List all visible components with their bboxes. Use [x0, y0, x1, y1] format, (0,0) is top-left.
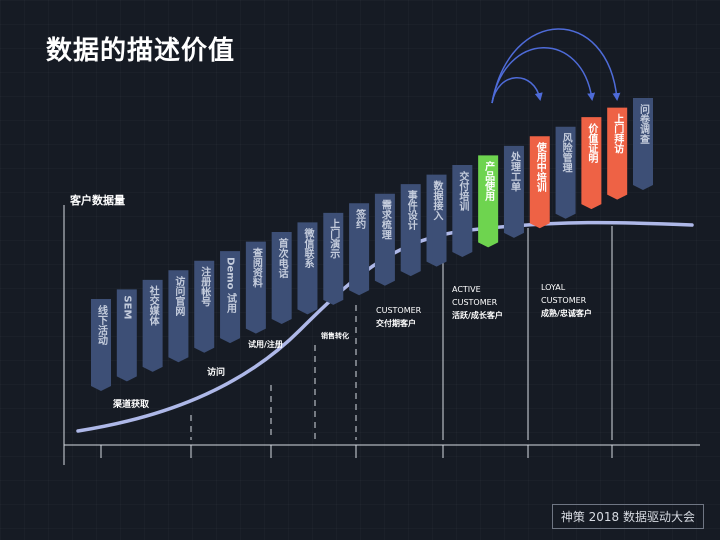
step-tags: 线下活动 SEM 社交媒体 访问官网 注册帐号 Demo 试用 查阅资料 首次电话 微信联系 上门…	[91, 98, 653, 391]
step-tag-label: 微信联系	[302, 227, 315, 269]
step-tag-label: Demo 试用	[225, 257, 238, 314]
step-tag-shape	[297, 222, 318, 315]
step-tag-first-call: 首次电话	[271, 232, 292, 324]
step-tag-shape	[194, 260, 215, 353]
step-tag-label: 注册帐号	[199, 266, 211, 308]
svg-text:LOYAL: LOYAL	[541, 283, 566, 292]
step-tag-ticket-handling: 处理工单	[503, 145, 524, 238]
step-tag-shape	[142, 279, 163, 372]
step-tag-shape	[503, 145, 524, 238]
step-tag-in-use-training: 使用中培训	[529, 136, 550, 229]
step-tag-offline-event: 线下活动	[91, 299, 111, 391]
stage-separators	[190, 226, 613, 440]
step-tag-label: 签约	[354, 208, 367, 230]
step-tag-label: 问卷调查	[638, 103, 651, 144]
step-tag-risk-management: 风险管理	[555, 126, 576, 219]
step-tag-sem: SEM	[116, 289, 137, 382]
step-tag-shape	[607, 107, 628, 200]
step-tag-shape	[400, 184, 421, 277]
step-tag-social-media: 社交媒体	[142, 279, 163, 372]
step-tag-onsite-visit: 上门拜访	[607, 107, 628, 200]
step-tag-demo-trial: Demo 试用	[220, 251, 241, 344]
step-tag-label: 使用中培训	[534, 141, 547, 193]
step-tag-shape	[245, 241, 266, 334]
svg-text:ACTIVE: ACTIVE	[452, 285, 481, 294]
step-tag-shape	[91, 299, 111, 391]
step-tag-label: SEM	[121, 295, 132, 319]
step-tag-visit-website: 访问官网	[168, 270, 189, 363]
svg-text:交付期客户: 交付期客户	[376, 318, 416, 328]
step-tag-wechat-contact: 微信联系	[297, 222, 318, 315]
y-axis-label: 客户数据量	[69, 193, 125, 207]
step-tag-view-materials: 查阅资料	[245, 241, 266, 334]
step-tag-shape	[349, 203, 370, 296]
step-tag-shape	[478, 155, 499, 248]
step-tag-data-integration: 数据接入	[426, 174, 447, 267]
step-tag-label: 上门演示	[328, 218, 340, 260]
step-tag-requirement-review: 需求梳理	[374, 193, 395, 286]
svg-text:CUSTOMER: CUSTOMER	[452, 298, 498, 307]
step-tag-delivery-training: 交付培训	[452, 165, 473, 257]
step-tag-label: 产品使用	[483, 160, 496, 202]
step-tag-register-account: 注册帐号	[194, 260, 215, 353]
arrow-to-onsite-visit	[491, 28, 621, 104]
step-tag-label: 上门拜访	[612, 112, 624, 154]
step-tag-label: 线下活动	[96, 304, 108, 346]
stage-label-conversion: 销售转化	[320, 331, 349, 340]
step-tag-label: 事件设计	[405, 189, 417, 231]
step-tag-product-usage: 产品使用	[478, 155, 499, 248]
stage-label-customer: CUSTOMER 交付期客户	[376, 306, 422, 328]
stage-label-loyal: LOYAL CUSTOMER 成熟/忠诚客户	[541, 283, 592, 318]
step-tag-shape	[374, 193, 395, 286]
step-tag-shape	[168, 270, 189, 363]
stage-label-channel: 渠道获取	[112, 398, 150, 410]
step-tag-shape	[220, 251, 241, 344]
step-tag-label: 交付培训	[457, 170, 469, 212]
step-tag-shape	[529, 136, 550, 229]
step-tag-label: 处理工单	[508, 151, 521, 193]
step-tag-label: 数据接入	[431, 179, 443, 221]
step-tag-shape	[116, 289, 137, 382]
svg-text:CUSTOMER: CUSTOMER	[376, 306, 422, 315]
step-tag-shape	[271, 232, 292, 324]
feedback-arrows	[491, 28, 621, 104]
step-tag-event-design: 事件设计	[400, 184, 421, 277]
step-tag-shape	[323, 212, 344, 305]
stage-label-active: ACTIVE CUSTOMER 活跃/成长客户	[452, 285, 503, 320]
step-tag-shape	[633, 98, 653, 190]
stage-label-trial: 试用/注册	[248, 339, 283, 349]
svg-text:CUSTOMER: CUSTOMER	[541, 296, 587, 305]
step-tag-shape	[555, 126, 576, 219]
step-tag-label: 社交媒体	[147, 285, 160, 327]
svg-text:活跃/成长客户: 活跃/成长客户	[452, 310, 503, 320]
step-tag-label: 价值证明	[586, 123, 598, 164]
x-axis-ticks	[100, 445, 613, 458]
step-tag-survey: 问卷调查	[633, 98, 653, 190]
step-tag-shape	[581, 117, 602, 210]
step-tag-label: 需求梳理	[379, 200, 392, 240]
step-tag-label: 首次电话	[276, 237, 288, 279]
arrow-to-value-proof	[491, 47, 596, 104]
step-tag-label: 查阅资料	[250, 246, 263, 288]
step-tag-shape	[426, 174, 447, 267]
step-tag-sign-contract: 签约	[349, 203, 370, 296]
step-tag-label: 访问官网	[173, 275, 185, 317]
step-tag-value-proof: 价值证明	[581, 117, 602, 210]
step-tag-shape	[452, 165, 473, 257]
step-tag-label: 风险管理	[560, 133, 572, 173]
stage-label-visit: 访问	[207, 366, 225, 378]
page-title: 数据的描述价值	[46, 36, 236, 66]
footer-badge: 神策 2018 数据驱动大会	[551, 504, 704, 529]
svg-text:成熟/忠诚客户: 成熟/忠诚客户	[541, 308, 592, 318]
step-tag-onsite-demo: 上门演示	[323, 212, 344, 305]
